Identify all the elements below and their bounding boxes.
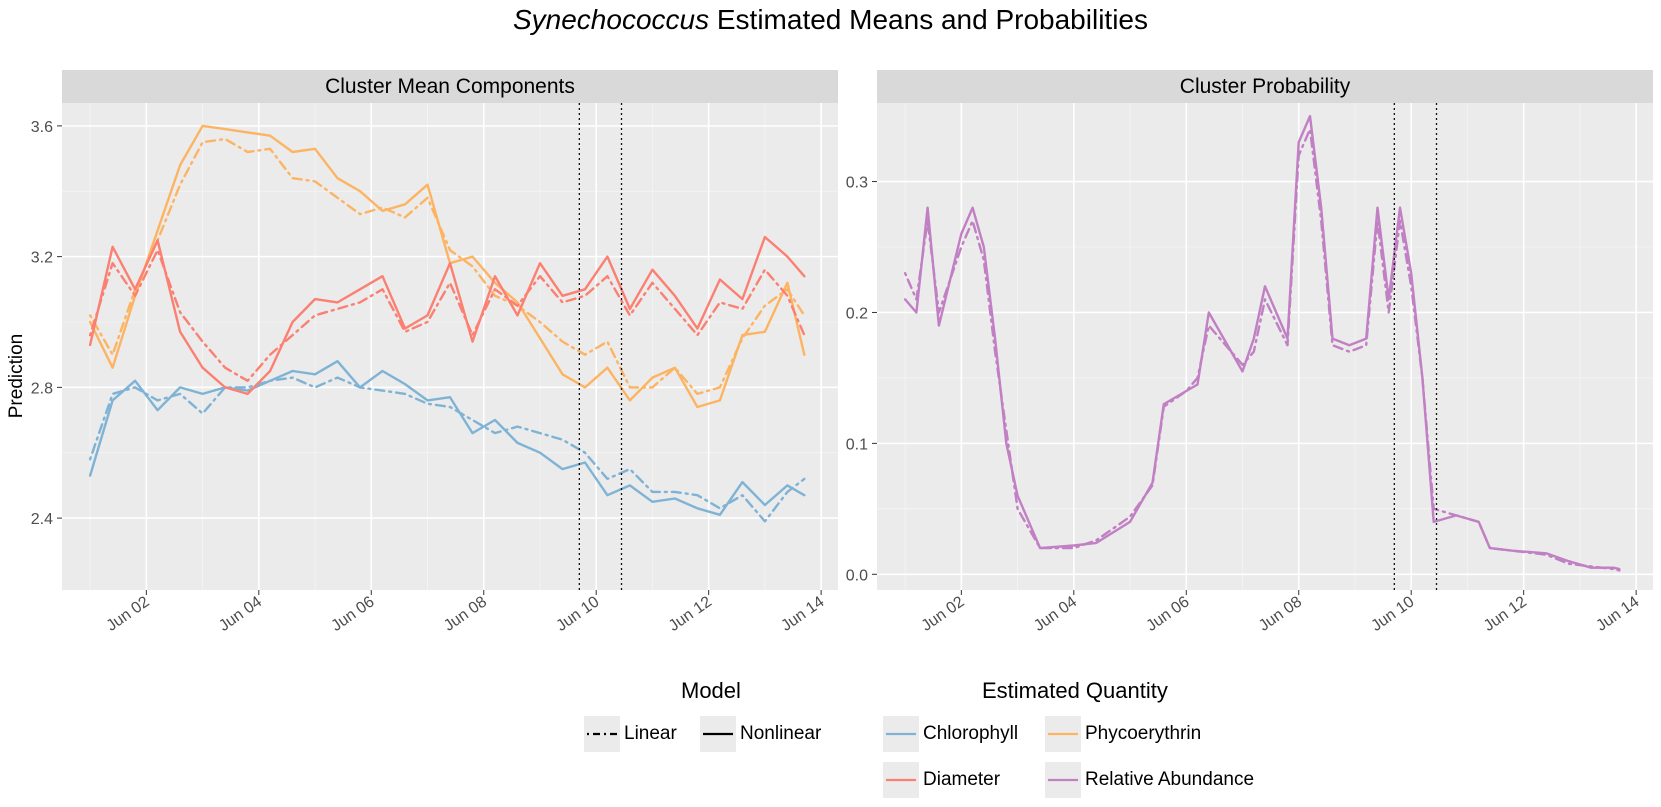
y-tick-label: 2.4 (31, 511, 53, 528)
chart-title: Synechococcus Estimated Means and Probab… (0, 0, 1661, 40)
x-tick-label: Jun 04 (1031, 593, 1080, 635)
series-line-chlorophyll-linear (88, 376, 806, 523)
series-group (88, 124, 806, 523)
y-tick-label: 0.3 (846, 175, 868, 192)
series-line-relative-abundance-linear (903, 127, 1621, 572)
series-line-diameter-linear (88, 248, 806, 382)
x-tick-label: Jun 08 (441, 593, 490, 635)
color-key-phycoerythrin-icon (1045, 716, 1081, 752)
legend-model-title: Model (681, 678, 741, 703)
series-group (903, 114, 1621, 572)
series-line-chlorophyll-nonlinear (88, 360, 806, 516)
legend-quantity-title: Estimated Quantity (982, 678, 1168, 703)
linetype-key-solid-icon (700, 716, 736, 752)
chart-title-rest: Estimated Means and Probabilities (709, 4, 1148, 35)
legend-item-nonlinear: Nonlinear (700, 716, 821, 752)
legend-item-relative-abundance: Relative Abundance (1045, 762, 1254, 798)
linetype-key-dotdash-icon (584, 716, 620, 752)
y-axis-label: Prediction (6, 334, 27, 419)
panel-background (877, 103, 1653, 590)
panel-background (62, 103, 838, 590)
panel-title: Cluster Probability (1180, 75, 1351, 98)
legend-label-linear: Linear (624, 723, 677, 744)
legend-label-phycoerythrin: Phycoerythrin (1085, 723, 1202, 744)
panel-strip (62, 70, 838, 103)
x-tick-label: Jun 02 (104, 593, 153, 635)
legend-item-linear: Linear (584, 716, 677, 752)
series-line-diameter-nonlinear (88, 235, 806, 396)
x-tick-label: Jun 10 (553, 593, 602, 635)
x-tick-label: Jun 14 (1593, 593, 1642, 635)
panel-strip (877, 70, 1653, 103)
legend-item-diameter: Diameter (883, 762, 1000, 798)
color-key-relative-abundance-icon (1045, 762, 1081, 798)
legend-label-diameter: Diameter (923, 769, 1001, 790)
x-tick-label: Jun 12 (666, 593, 715, 635)
x-tick-label: Jun 04 (216, 593, 265, 635)
legend-item-chlorophyll: Chlorophyll (883, 716, 1018, 752)
legend-label-nonlinear: Nonlinear (740, 723, 822, 744)
x-tick-label: Jun 10 (1368, 593, 1417, 635)
y-tick-label: 0.2 (846, 305, 868, 322)
chart-title-italic: Synechococcus (512, 4, 710, 35)
x-tick-label: Jun 06 (328, 593, 377, 635)
x-tick-label: Jun 06 (1143, 593, 1192, 635)
plot-area: Prediction Cluster Mean Components 3.6 3.2 2… (6, 70, 1653, 635)
legend-label-relative-abundance: Relative Abundance (1085, 769, 1255, 790)
y-tick-label: 3.6 (31, 119, 53, 136)
x-tick-label: Jun 02 (919, 593, 968, 635)
x-tick-label: Jun 08 (1256, 593, 1305, 635)
legend-label-chlorophyll: Chlorophyll (923, 723, 1019, 744)
y-tick-label: 2.8 (31, 380, 53, 397)
color-key-diameter-icon (883, 762, 919, 798)
series-line-phycoerythrin-linear (88, 137, 806, 396)
color-key-chlorophyll-icon (883, 716, 919, 752)
x-tick-label: Jun 12 (1481, 593, 1530, 635)
legend-item-phycoerythrin: Phycoerythrin (1045, 716, 1201, 752)
y-tick-label: 3.2 (31, 250, 53, 267)
y-tick-label: 0.1 (846, 436, 868, 453)
y-tick-label: 0.0 (846, 567, 868, 584)
x-tick-label: Jun 14 (778, 593, 827, 635)
panel-title: Cluster Mean Components (325, 75, 575, 98)
